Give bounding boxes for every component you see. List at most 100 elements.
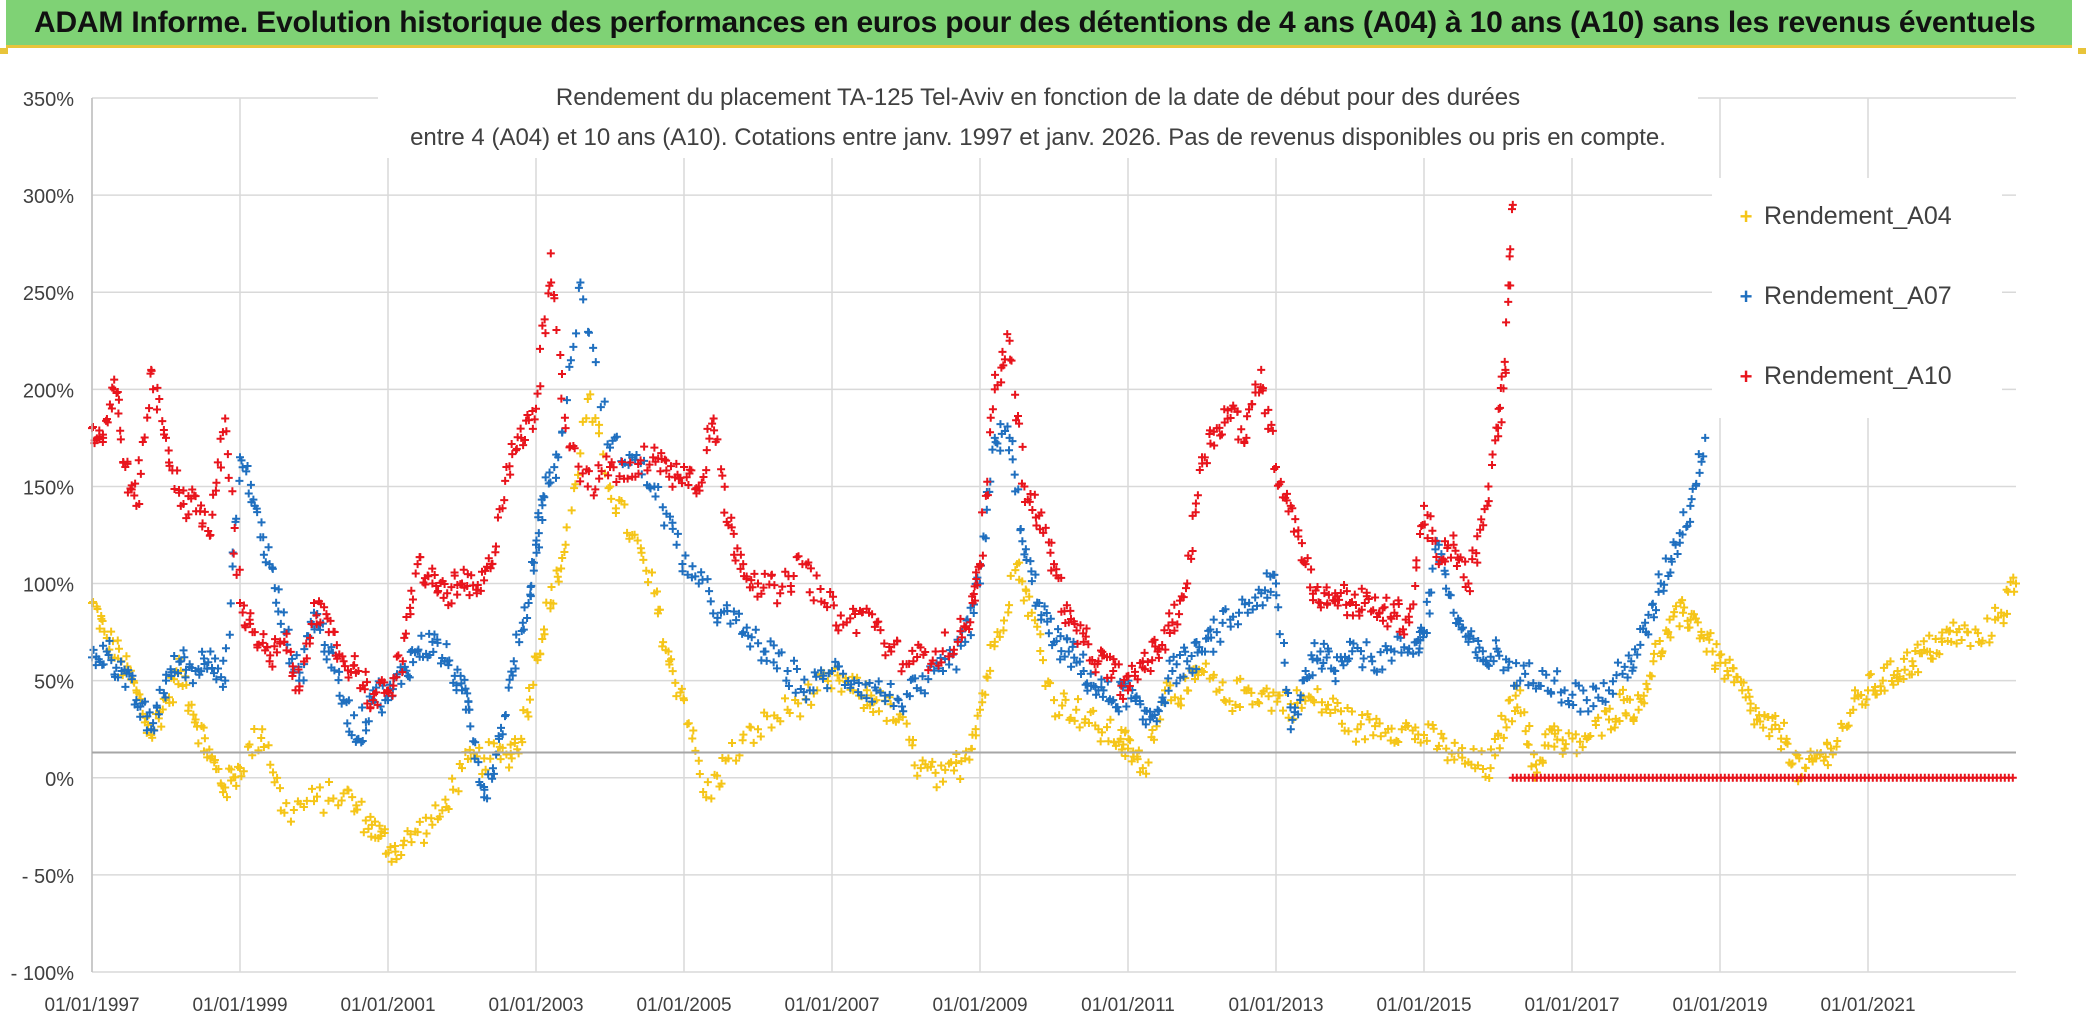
point-rendement-a07: [99, 660, 108, 669]
point-rendement-a10: [266, 651, 275, 660]
point-rendement-a07: [1319, 639, 1328, 648]
point-rendement-a10: [1084, 640, 1093, 649]
point-rendement-a07: [1207, 633, 1216, 642]
point-rendement-a07: [1164, 686, 1173, 695]
point-rendement-a10: [1170, 600, 1179, 609]
point-rendement-a10: [1217, 430, 1226, 439]
point-rendement-a04: [1310, 698, 1319, 707]
point-rendement-a07: [1324, 647, 1333, 656]
point-rendement-a07: [703, 575, 712, 584]
point-rendement-a07: [1301, 666, 1310, 675]
point-rendement-a07: [545, 468, 554, 477]
point-rendement-a07: [1584, 707, 1593, 716]
point-rendement-a04: [833, 671, 842, 680]
point-rendement-a04: [1560, 744, 1569, 753]
point-rendement-a07: [694, 579, 703, 588]
point-rendement-a10: [748, 583, 757, 592]
point-rendement-a10: [1136, 659, 1145, 668]
point-rendement-a04: [375, 821, 384, 830]
point-rendement-a07: [961, 637, 970, 646]
point-rendement-a07: [1152, 717, 1161, 726]
point-rendement-a07: [1686, 517, 1695, 526]
point-rendement-a04: [484, 738, 493, 747]
point-rendement-a07: [221, 676, 230, 685]
point-rendement-a10: [366, 704, 375, 713]
point-rendement-a10: [1374, 609, 1383, 618]
point-rendement-a10: [809, 596, 818, 605]
point-rendement-a04: [926, 762, 935, 771]
point-rendement-a10: [546, 249, 555, 258]
point-rendement-a04: [366, 812, 375, 821]
point-rendement-a04: [1669, 612, 1678, 621]
point-rendement-a07: [1272, 591, 1281, 600]
point-rendement-a07: [261, 558, 270, 567]
point-rendement-a04: [1619, 685, 1627, 694]
point-rendement-a10: [662, 466, 671, 475]
point-rendement-a07: [678, 567, 687, 576]
point-rendement-a10: [643, 466, 652, 475]
point-rendement-a04: [529, 680, 538, 689]
point-rendement-a04: [95, 624, 104, 633]
point-rendement-a04: [1473, 761, 1482, 770]
point-rendement-a07: [1279, 638, 1288, 647]
point-rendement-a10: [149, 385, 158, 394]
point-rendement-a07: [1056, 655, 1065, 664]
point-rendement-a10: [1148, 656, 1157, 665]
point-rendement-a07: [519, 625, 528, 634]
point-rendement-a10: [1046, 548, 1055, 557]
point-rendement-a04: [1004, 608, 1013, 617]
point-rendement-a04: [1639, 691, 1648, 700]
point-rendement-a07: [453, 665, 462, 674]
point-rendement-a07: [104, 651, 113, 659]
point-rendement-a07: [429, 647, 438, 656]
point-rendement-a04: [1267, 706, 1276, 715]
point-rendement-a10: [1468, 555, 1477, 564]
point-rendement-a07: [463, 689, 472, 698]
point-rendement-a07: [1431, 545, 1440, 554]
point-rendement-a10: [1124, 686, 1132, 695]
point-rendement-a10: [1451, 546, 1460, 555]
point-rendement-a07: [204, 658, 213, 667]
point-rendement-a10: [288, 668, 297, 677]
point-rendement-a10: [1233, 407, 1242, 416]
point-rendement-a04: [187, 700, 196, 709]
point-rendement-a10: [1234, 435, 1243, 444]
point-rendement-a10: [1299, 558, 1308, 567]
point-rendement-a07: [1008, 437, 1017, 446]
point-rendement-a04: [1499, 733, 1508, 742]
y-tick-label: 200%: [23, 380, 74, 402]
point-rendement-a07: [1081, 680, 1090, 689]
point-rendement-a04: [286, 817, 295, 826]
point-rendement-a10: [294, 665, 303, 674]
point-rendement-a07: [461, 684, 470, 693]
point-rendement-a07: [751, 625, 760, 634]
point-rendement-a04: [1371, 722, 1380, 731]
point-rendement-a04: [1365, 715, 1374, 724]
point-rendement-a07: [857, 691, 866, 700]
point-rendement-a10: [280, 637, 289, 646]
point-rendement-a10: [1506, 281, 1515, 290]
point-rendement-a10: [1355, 611, 1364, 620]
point-rendement-a10: [155, 394, 164, 403]
point-rendement-a04: [552, 566, 561, 575]
point-rendement-a10: [326, 616, 335, 625]
point-rendement-a07: [364, 717, 373, 726]
point-rendement-a04: [1999, 619, 2008, 628]
point-rendement-a04: [107, 627, 116, 636]
point-rendement-a10: [812, 571, 821, 580]
point-rendement-a10: [1209, 427, 1218, 436]
point-rendement-a10: [1096, 646, 1105, 655]
point-rendement-a07: [268, 564, 277, 573]
point-rendement-a04: [1000, 616, 1008, 625]
point-rendement-a04: [1403, 721, 1412, 730]
point-rendement-a04: [1356, 720, 1365, 729]
point-rendement-a04: [1313, 685, 1322, 694]
point-rendement-a04: [1857, 690, 1866, 699]
point-rendement-a07: [1040, 602, 1049, 611]
point-rendement-a04: [1275, 691, 1284, 700]
banner-title: ADAM Informe. Evolution historique des p…: [34, 5, 2036, 39]
point-rendement-a10: [1316, 603, 1325, 612]
point-rendement-a10: [516, 424, 525, 433]
point-rendement-a04: [1005, 601, 1014, 610]
point-rendement-a07: [1195, 643, 1204, 652]
